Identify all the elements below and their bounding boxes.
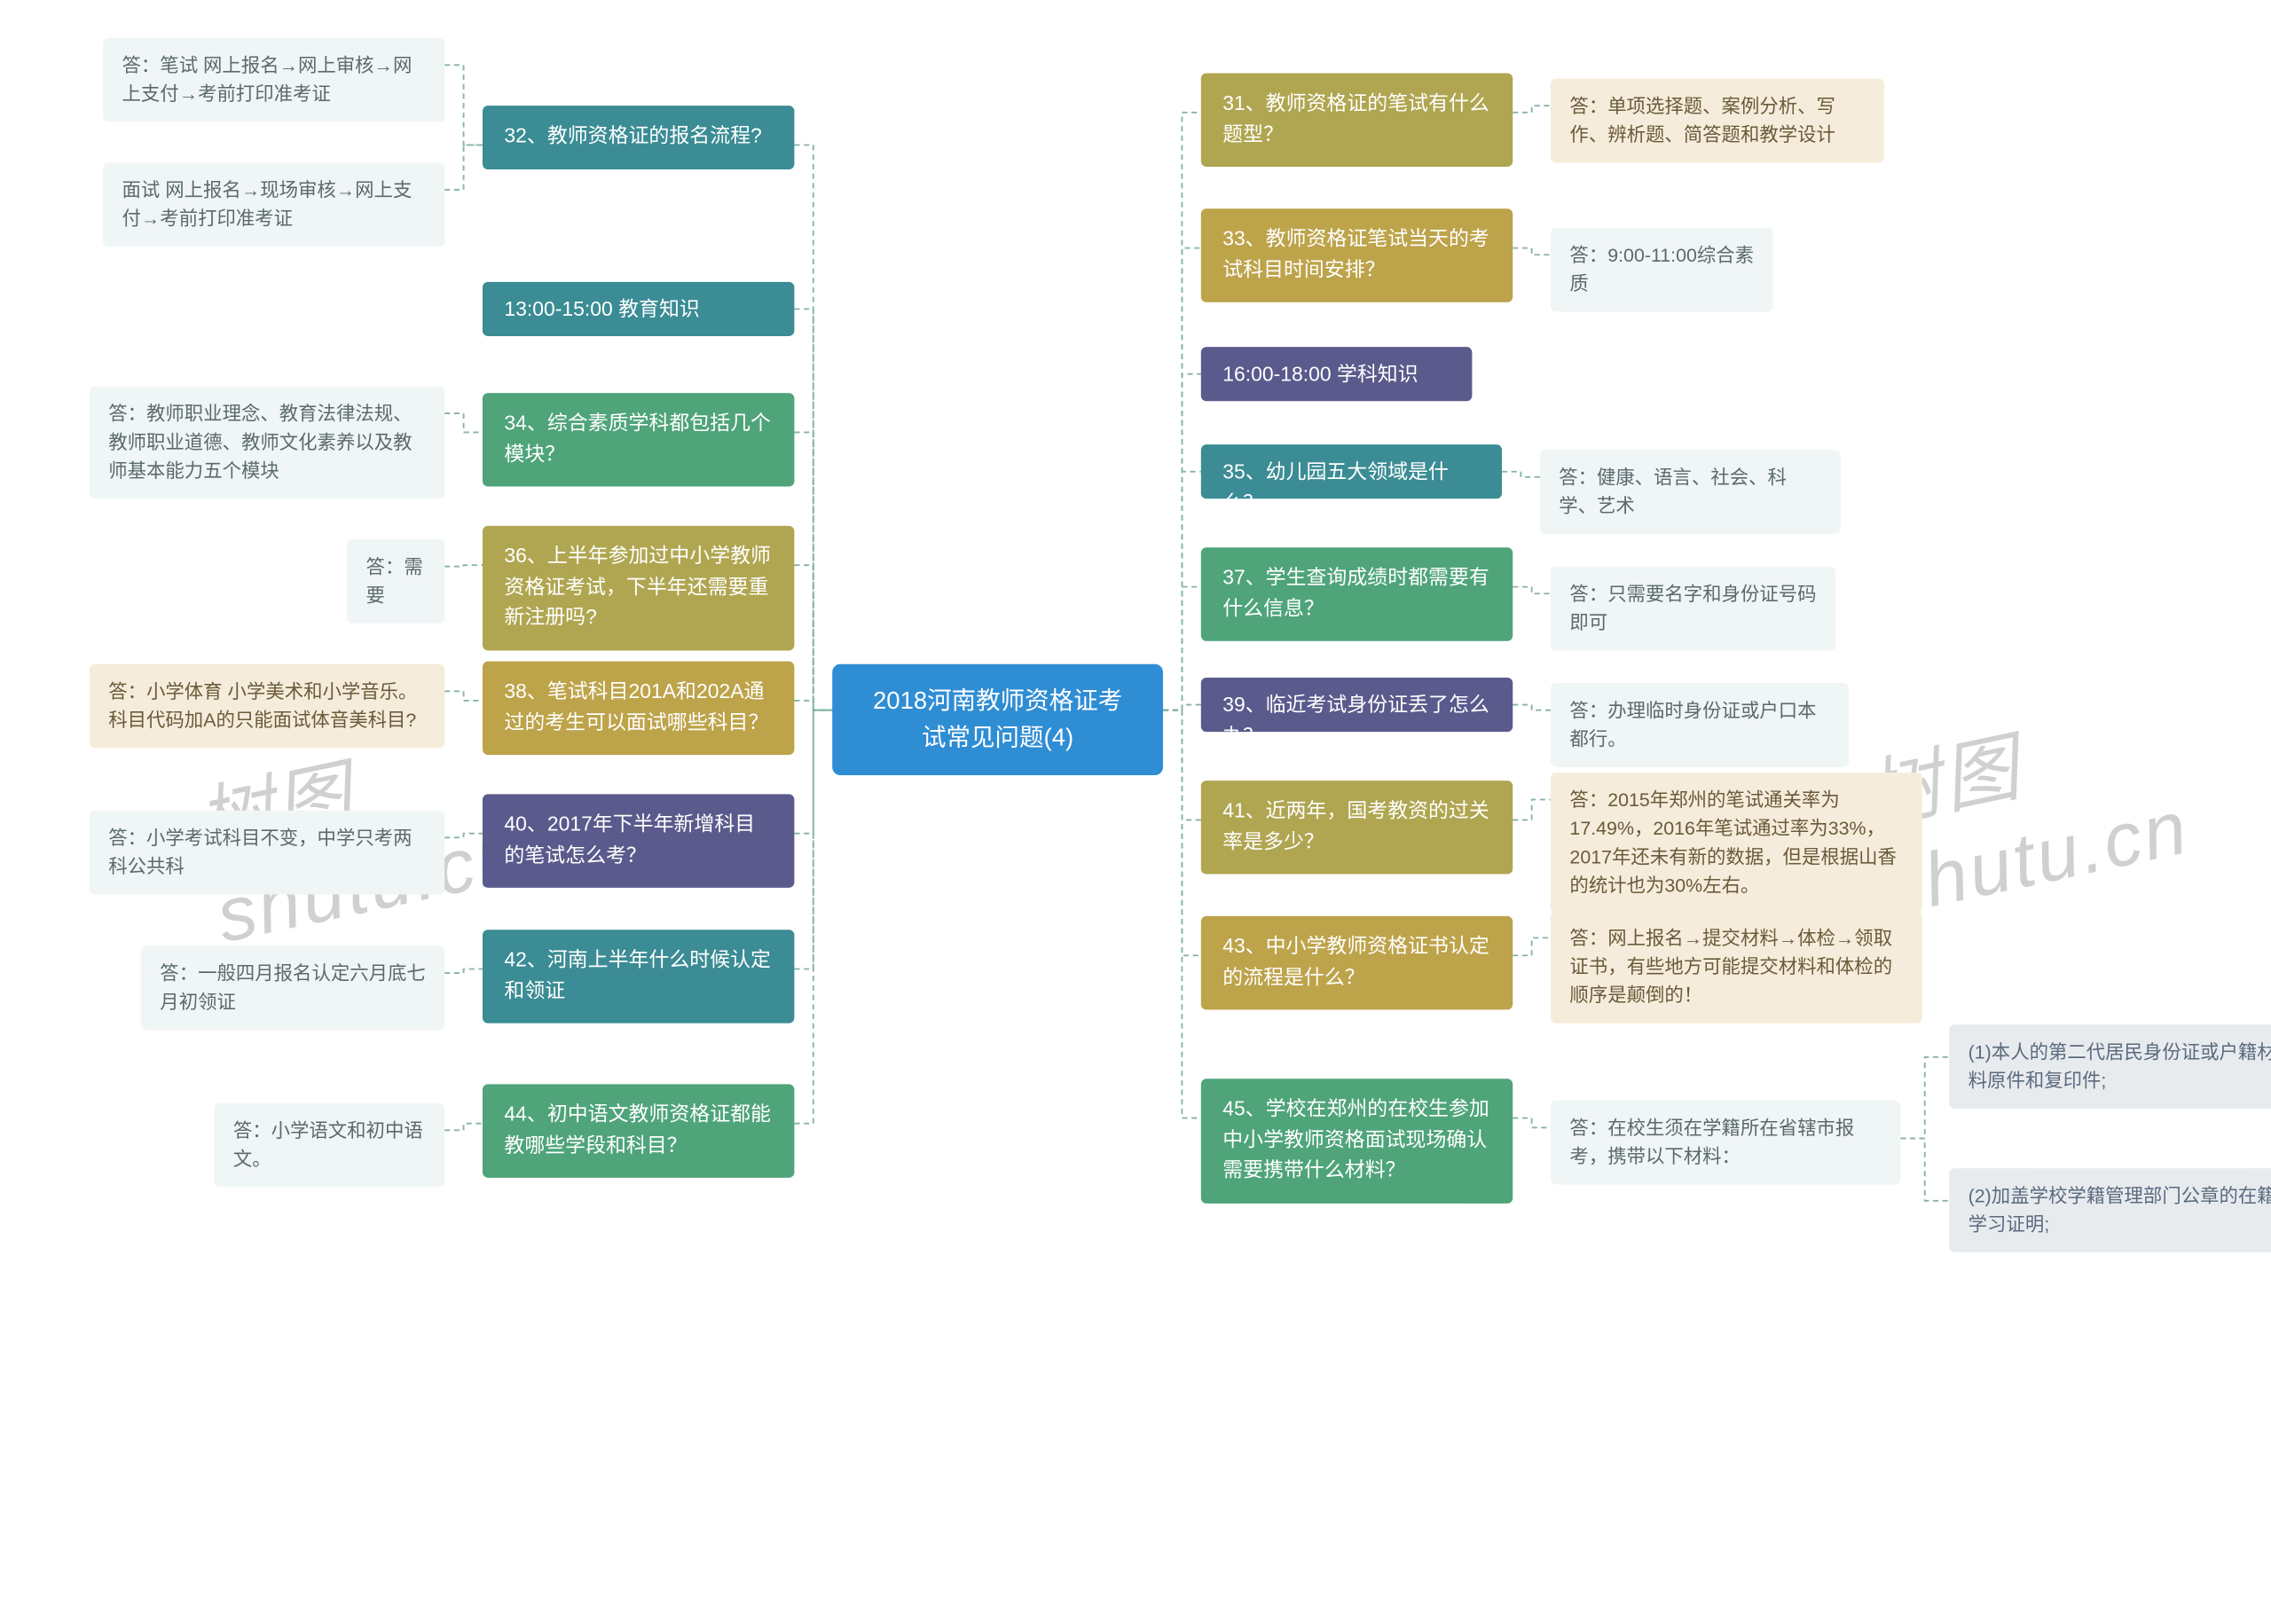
branch-q31: 31、教师资格证的笔试有什么题型？: [1201, 74, 1513, 167]
answer-leaf: 答：需要: [347, 539, 444, 624]
branch-q34: 34、综合素质学科都包括几个模块？: [483, 393, 794, 486]
branch-q42: 42、河南上半年什么时候认定和领证: [483, 930, 794, 1023]
branch-q45: 45、学校在郑州的在校生参加中小学教师资格面试现场确认需要携带什么材料？: [1201, 1079, 1513, 1203]
branch-q41: 41、近两年，国考教资的过关率是多少？: [1201, 781, 1513, 874]
answer-leaf: 答：在校生须在学籍所在省辖市报考，携带以下材料：: [1551, 1101, 1900, 1185]
answer-leaf: 答：教师职业理念、教育法律法规、教师职业道德、教师文化素养以及教师基本能力五个模…: [90, 386, 444, 498]
branch-q33: 33、教师资格证笔试当天的考试科目时间安排？: [1201, 208, 1513, 302]
answer-leaf: 答：9:00-11:00综合素质: [1551, 228, 1773, 312]
answer-leaf: 答：办理临时身份证或户口本都行。: [1551, 683, 1849, 767]
answer-leaf: 答：健康、语言、社会、科学、艺术: [1540, 450, 1841, 534]
branch-q38: 38、笔试科目201A和202A通过的考生可以面试哪些科目？: [483, 662, 794, 755]
branch-q32: 32、教师资格证的报名流程?: [483, 106, 794, 169]
answer-leaf: 答：2015年郑州的笔试通关率为17.49%，2016年笔试通过率为33%，20…: [1551, 773, 1922, 914]
answer-leaf: 答：小学语文和初中语文。: [214, 1103, 444, 1188]
branch-t1600: 16:00-18:00 学科知识: [1201, 347, 1473, 401]
branch-q37: 37、学生查询成绩时都需要有什么信息？: [1201, 547, 1513, 640]
answer-leaf: 答：单项选择题、案例分析、写作、辨析题、简答题和教学设计: [1551, 79, 1884, 163]
branch-q40: 40、2017年下半年新增科目的笔试怎么考？: [483, 794, 794, 887]
branch-q43: 43、中小学教师资格证书认定的流程是什么？: [1201, 916, 1513, 1009]
answer-leaf: 答：只需要名字和身份证号码即可: [1551, 567, 1835, 651]
branch-q44: 44、初中语文教师资格证都能教哪些学段和科目？: [483, 1084, 794, 1177]
branch-q36: 36、上半年参加过中小学教师资格证考试，下半年还需要重新注册吗?: [483, 526, 794, 650]
branch-q35: 35、幼儿园五大领域是什么？: [1201, 444, 1502, 498]
answer-leaf: 答：小学考试科目不变，中学只考两科公共科: [90, 811, 444, 895]
sub-answer-leaf: (1)本人的第二代居民身份证或户籍材料原件和复印件;: [1949, 1024, 2271, 1109]
branch-q39: 39、临近考试身份证丢了怎么办？: [1201, 678, 1513, 732]
answer-leaf: 答：网上报名→提交材料→体检→领取证书，有些地方可能提交材料和体检的顺序是颠倒的…: [1551, 911, 1922, 1024]
sub-answer-leaf: (2)加盖学校学籍管理部门公章的在籍学习证明;: [1949, 1168, 2271, 1252]
branch-t1300: 13:00-15:00 教育知识: [483, 282, 794, 336]
answer-leaf: 答：小学体育 小学美术和小学音乐。科目代码加A的只能面试体音美科目?: [90, 664, 444, 749]
center-node: 2018河南教师资格证考试常见问题(4): [832, 664, 1163, 775]
answer-leaf: 答：一般四月报名认定六月底七月初领证: [141, 946, 444, 1031]
answer-leaf: 面试 网上报名→现场审核→网上支付→考前打印准考证: [103, 162, 444, 247]
answer-leaf: 答：笔试 网上报名→网上审核→网上支付→考前打印准考证: [103, 38, 444, 122]
